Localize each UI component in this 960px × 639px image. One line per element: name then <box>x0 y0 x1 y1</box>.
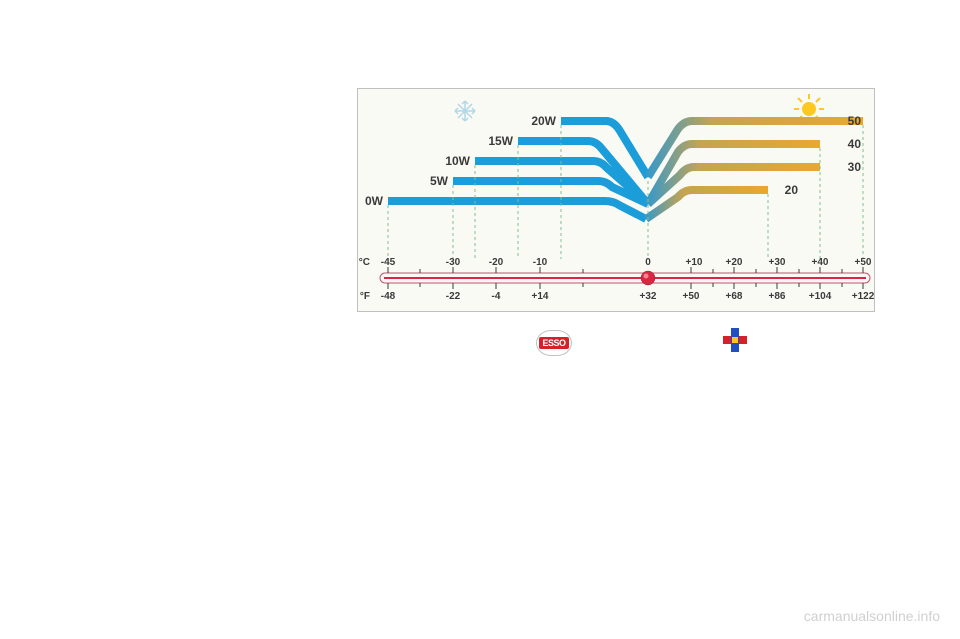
plus-logo <box>720 325 750 355</box>
grade-label-30: 30 <box>848 160 862 174</box>
grade-label-0w: 0W <box>365 194 384 208</box>
svg-text:+20: +20 <box>726 257 743 268</box>
fahrenheit-label: °F <box>360 291 370 302</box>
svg-text:-30: -30 <box>446 257 461 268</box>
esso-logo: ESSO <box>536 330 572 356</box>
grade-label-40: 40 <box>848 137 862 151</box>
svg-text:+14: +14 <box>532 291 549 302</box>
viscosity-chart: 20W 15W 10W 5W 0W 50 40 30 20 <box>357 88 875 312</box>
hot-grades <box>646 121 863 219</box>
svg-text:-4: -4 <box>492 291 501 302</box>
svg-text:-22: -22 <box>446 291 461 302</box>
svg-text:-20: -20 <box>489 257 504 268</box>
svg-text:+68: +68 <box>726 291 743 302</box>
celsius-label: °C <box>359 257 370 268</box>
svg-text:-45: -45 <box>381 257 396 268</box>
svg-text:+10: +10 <box>686 257 703 268</box>
svg-text:+32: +32 <box>640 291 657 302</box>
svg-text:+50: +50 <box>855 257 872 268</box>
thermometer <box>380 267 870 289</box>
grade-label-5w: 5W <box>430 174 449 188</box>
celsius-ticks: -45 -30 -20 -10 0 +10 +20 +30 +40 +50 <box>381 257 872 268</box>
svg-text:+104: +104 <box>809 291 832 302</box>
svg-text:+30: +30 <box>769 257 786 268</box>
chart-svg: 20W 15W 10W 5W 0W 50 40 30 20 <box>358 89 874 311</box>
watermark: carmanualsonline.info <box>804 608 940 624</box>
svg-text:-48: -48 <box>381 291 396 302</box>
svg-text:0: 0 <box>645 257 651 268</box>
grade-label-20: 20 <box>785 183 799 197</box>
svg-text:-10: -10 <box>533 257 548 268</box>
grade-label-50: 50 <box>848 114 862 128</box>
svg-text:+122: +122 <box>852 291 874 302</box>
fahrenheit-ticks: -48 -22 -4 +14 +32 +50 +68 +86 +104 +122 <box>381 291 874 302</box>
grade-label-20w: 20W <box>531 114 556 128</box>
svg-text:+50: +50 <box>683 291 700 302</box>
svg-text:+40: +40 <box>812 257 829 268</box>
esso-text: ESSO <box>539 337 568 349</box>
svg-text:+86: +86 <box>769 291 786 302</box>
snowflake-icon <box>455 101 475 121</box>
grade-label-10w: 10W <box>445 154 470 168</box>
grade-label-15w: 15W <box>488 134 513 148</box>
